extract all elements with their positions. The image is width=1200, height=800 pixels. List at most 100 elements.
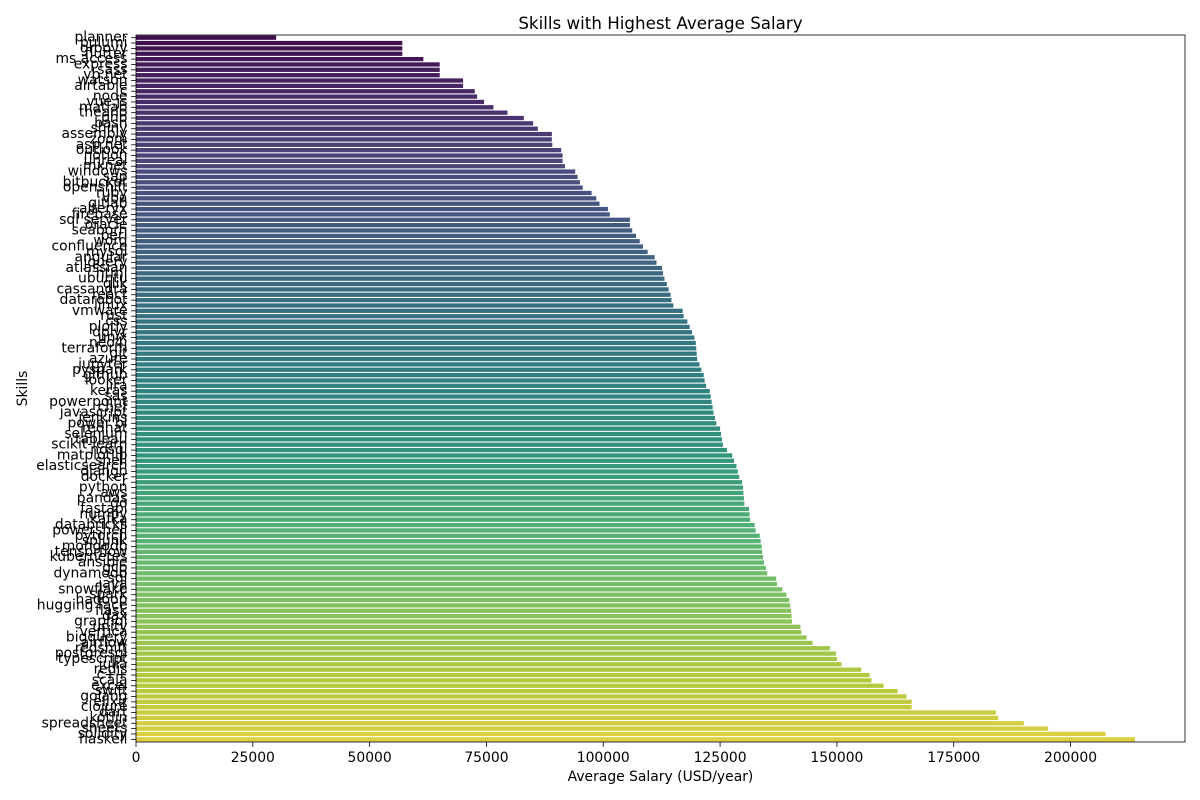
bar-theano	[136, 110, 508, 115]
y-tick-label: kubernetes	[50, 549, 128, 565]
y-tick-label: aws	[100, 485, 127, 501]
y-tick-label: tensorflow	[55, 544, 128, 560]
bar-outlook	[136, 148, 562, 153]
y-tick-label: outlook	[76, 142, 128, 158]
bar-zoom	[136, 137, 552, 142]
x-tick-label: 25000	[231, 750, 275, 766]
bar-firebase	[136, 212, 610, 217]
y-tick-label: ruby	[96, 185, 128, 201]
y-tick-label: hadoop	[76, 592, 128, 608]
y-tick-label: hugging face	[37, 597, 128, 613]
bar-kubernetes	[136, 555, 764, 560]
bar-vba	[136, 196, 597, 201]
bar-oracle	[136, 223, 630, 228]
bar-seaborn	[136, 228, 633, 233]
y-tick-label: julia	[98, 656, 128, 672]
y-tick-label: sass	[97, 62, 127, 78]
y-tick-label: css	[105, 314, 127, 330]
bar-git	[136, 351, 697, 356]
y-tick-label: python	[79, 480, 128, 496]
y-tick-label: pulumi	[80, 35, 128, 51]
bar-c-	[136, 672, 870, 678]
bar-tensorflow	[136, 549, 763, 554]
y-tick-label: powershell	[52, 522, 127, 538]
y-tick-label: golang	[80, 688, 127, 704]
bar-looker	[136, 378, 705, 383]
bar-keras	[136, 389, 710, 394]
bar-terraform	[136, 346, 697, 351]
x-tick-label: 125000	[694, 750, 747, 766]
x-tick-label: 50000	[348, 750, 392, 766]
bar-airflow	[136, 640, 813, 646]
bar-dart	[136, 710, 996, 715]
bar-databricks	[136, 522, 755, 528]
y-tick-label: dax	[102, 608, 128, 624]
y-tick-label: solidity	[78, 726, 128, 742]
bar-haskell	[136, 737, 1135, 742]
y-tick-label: snowflake	[58, 581, 127, 597]
y-tick-label: openshift	[63, 180, 128, 196]
y-tick-label: fastapi	[80, 501, 127, 517]
x-tick-label: 75000	[464, 750, 508, 766]
bar-atlassian	[136, 265, 663, 271]
y-tick-label: planner	[74, 30, 127, 46]
bar-mysql	[136, 249, 648, 255]
y-tick-label: jira	[105, 378, 128, 394]
y-tick-label: groovy	[80, 40, 128, 56]
y-tick-label: jquery	[83, 255, 128, 271]
y-tick-label: perl	[101, 228, 128, 244]
y-axis-label: Skills	[15, 371, 31, 407]
y-tick-label: firebase	[72, 206, 128, 222]
axes-frame	[135, 34, 1186, 743]
bar-vue-js	[136, 99, 485, 105]
y-tick-label: github	[83, 367, 128, 383]
bar-unix	[136, 335, 695, 340]
bar-dax	[136, 613, 792, 619]
bar-windows	[136, 169, 576, 174]
y-tick-label: git	[109, 346, 128, 362]
bar-matlab	[136, 105, 494, 110]
y-tick-label: gcp	[102, 560, 127, 576]
bar-pytorch	[136, 533, 760, 538]
bar-flask	[136, 608, 792, 613]
bar-ubuntu	[136, 276, 665, 281]
bar-express	[136, 62, 440, 67]
y-tick-label: rust	[100, 308, 128, 324]
bar-scikit-learn	[136, 442, 723, 447]
bar-flutter	[136, 51, 403, 56]
y-tick-label: assembly	[62, 126, 128, 142]
y-tick-label: alteryx	[79, 201, 128, 217]
bar-node	[136, 94, 478, 99]
y-tick-label: terraform	[61, 340, 127, 356]
x-tick-label: 100000	[577, 750, 630, 766]
y-tick-label: atlassian	[66, 260, 128, 276]
bar-snowflake	[136, 587, 783, 592]
y-tick-label: ubuntu	[78, 271, 127, 287]
bar-powershell	[136, 528, 756, 533]
bar-vertica	[136, 630, 802, 635]
bar-vb-net	[136, 73, 440, 78]
y-tick-label: dynamodb	[53, 565, 127, 581]
bar-mxnet	[136, 164, 565, 169]
x-tick-label: 150000	[810, 750, 863, 766]
bar-r	[136, 480, 743, 485]
y-tick-label: typescript	[58, 651, 128, 667]
bar-spark	[136, 592, 787, 597]
bar-unreal	[136, 158, 563, 163]
y-tick-label: scikit-learn	[51, 437, 127, 453]
bar-airtable	[136, 83, 464, 89]
y-tick-label: jupyter	[77, 356, 128, 372]
bar-redshift	[136, 646, 830, 651]
y-tick-label: numpy	[79, 506, 127, 522]
y-tick-label: elasticsearch	[36, 458, 127, 474]
y-tick-label: mxnet	[83, 158, 128, 174]
y-tick-label: spark	[89, 587, 127, 603]
y-tick-label: unity	[92, 619, 127, 635]
y-tick-label: redhat	[82, 421, 128, 437]
bar-scala	[136, 678, 872, 683]
y-tick-label: kafka	[90, 512, 128, 528]
bar-bash	[136, 121, 534, 126]
bar-cassandra	[136, 287, 669, 292]
bar-dynamodb	[136, 571, 768, 576]
